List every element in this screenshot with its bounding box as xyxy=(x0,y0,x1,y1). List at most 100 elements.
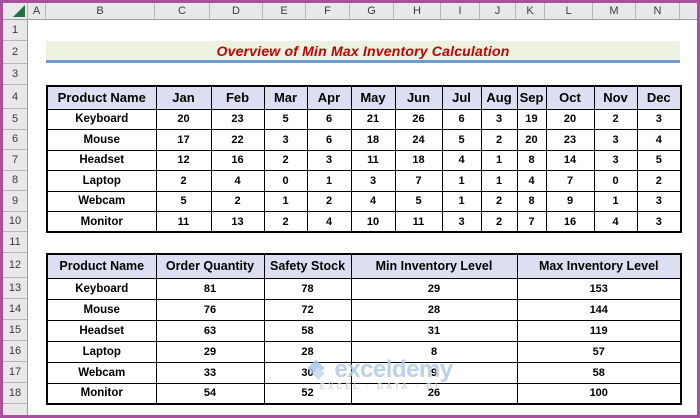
value-cell[interactable]: 18 xyxy=(350,129,396,151)
column-header-h[interactable]: H xyxy=(394,3,441,19)
product-name-cell[interactable]: Laptop xyxy=(46,340,157,363)
value-cell[interactable]: 2 xyxy=(263,149,308,171)
product-name-cell[interactable]: Webcam xyxy=(46,190,157,212)
value-cell[interactable]: 11 xyxy=(350,149,396,171)
value-cell[interactable]: 6 xyxy=(441,108,482,130)
value-cell[interactable]: 17 xyxy=(155,129,212,151)
value-cell[interactable]: 8 xyxy=(516,149,547,171)
value-cell[interactable]: 78 xyxy=(263,277,352,300)
header-cell[interactable]: Nov xyxy=(593,85,638,110)
header-cell[interactable]: Apr xyxy=(306,85,352,110)
column-header-l[interactable]: L xyxy=(545,3,593,19)
value-cell[interactable]: 29 xyxy=(350,277,518,300)
value-cell[interactable]: 3 xyxy=(263,129,308,151)
product-name-cell[interactable]: Monitor xyxy=(46,382,157,405)
value-cell[interactable]: 7 xyxy=(545,170,595,192)
column-header-e[interactable]: E xyxy=(263,3,306,19)
product-name-cell[interactable]: Headset xyxy=(46,149,157,171)
row-header-2[interactable]: 2 xyxy=(3,41,27,64)
row-header-1[interactable]: 1 xyxy=(3,20,27,41)
column-header-g[interactable]: G xyxy=(350,3,394,19)
value-cell[interactable]: 3 xyxy=(593,149,638,171)
value-cell[interactable]: 1 xyxy=(306,170,352,192)
row-header-10[interactable]: 10 xyxy=(3,212,27,232)
row-header-15[interactable]: 15 xyxy=(3,320,27,341)
value-cell[interactable]: 1 xyxy=(593,190,638,212)
value-cell[interactable]: 2 xyxy=(210,190,265,212)
value-cell[interactable]: 26 xyxy=(350,382,518,405)
value-cell[interactable]: 4 xyxy=(306,211,352,233)
value-cell[interactable]: 119 xyxy=(516,319,682,342)
value-cell[interactable]: 14 xyxy=(545,149,595,171)
value-cell[interactable]: 1 xyxy=(263,190,308,212)
row-header-4[interactable]: 4 xyxy=(3,85,27,109)
header-cell[interactable]: Jan xyxy=(155,85,212,110)
value-cell[interactable]: 0 xyxy=(593,170,638,192)
row-header-5[interactable]: 5 xyxy=(3,109,27,130)
row-header-6[interactable]: 6 xyxy=(3,130,27,150)
row-header-17[interactable]: 17 xyxy=(3,362,27,383)
header-cell[interactable]: Sep xyxy=(516,85,547,110)
value-cell[interactable]: 4 xyxy=(210,170,265,192)
row-header-3[interactable]: 3 xyxy=(3,64,27,85)
value-cell[interactable]: 2 xyxy=(480,190,518,212)
value-cell[interactable]: 58 xyxy=(263,319,352,342)
value-cell[interactable]: 3 xyxy=(636,211,682,233)
value-cell[interactable]: 10 xyxy=(350,211,396,233)
row-header-18[interactable]: 18 xyxy=(3,383,27,404)
header-cell[interactable]: Product Name xyxy=(46,253,157,279)
row-header-9[interactable]: 9 xyxy=(3,191,27,212)
value-cell[interactable]: 18 xyxy=(394,149,443,171)
column-header-i[interactable]: I xyxy=(441,3,480,19)
column-header-f[interactable]: F xyxy=(306,3,350,19)
header-cell[interactable]: Aug xyxy=(480,85,518,110)
header-cell[interactable]: Dec xyxy=(636,85,682,110)
value-cell[interactable]: 54 xyxy=(155,382,265,405)
value-cell[interactable]: 58 xyxy=(516,361,682,384)
value-cell[interactable]: 153 xyxy=(516,277,682,300)
value-cell[interactable]: 2 xyxy=(636,170,682,192)
value-cell[interactable]: 2 xyxy=(306,190,352,212)
product-name-cell[interactable]: Keyboard xyxy=(46,277,157,300)
row-header-11[interactable]: 11 xyxy=(3,232,27,253)
value-cell[interactable]: 22 xyxy=(210,129,265,151)
value-cell[interactable]: 0 xyxy=(263,170,308,192)
row-header-7[interactable]: 7 xyxy=(3,150,27,171)
value-cell[interactable]: 4 xyxy=(441,149,482,171)
value-cell[interactable]: 8 xyxy=(350,340,518,363)
value-cell[interactable]: 57 xyxy=(516,340,682,363)
value-cell[interactable]: 76 xyxy=(155,298,265,321)
column-header-a[interactable]: A xyxy=(28,3,46,19)
product-name-cell[interactable]: Webcam xyxy=(46,361,157,384)
header-cell[interactable]: Jun xyxy=(394,85,443,110)
value-cell[interactable]: 11 xyxy=(394,211,443,233)
value-cell[interactable]: 9 xyxy=(545,190,595,212)
value-cell[interactable]: 16 xyxy=(545,211,595,233)
product-name-cell[interactable]: Mouse xyxy=(46,298,157,321)
header-cell[interactable]: Jul xyxy=(441,85,482,110)
value-cell[interactable]: 4 xyxy=(516,170,547,192)
title-banner-cell[interactable]: Overview of Min Max Inventory Calculatio… xyxy=(46,41,680,63)
sheet-canvas[interactable]: Overview of Min Max Inventory Calculatio… xyxy=(28,20,697,415)
value-cell[interactable]: 144 xyxy=(516,298,682,321)
value-cell[interactable]: 30 xyxy=(263,361,352,384)
value-cell[interactable]: 29 xyxy=(155,340,265,363)
row-header-13[interactable]: 13 xyxy=(3,278,27,299)
value-cell[interactable]: 20 xyxy=(516,129,547,151)
column-header-b[interactable]: B xyxy=(46,3,155,19)
value-cell[interactable]: 7 xyxy=(394,170,443,192)
value-cell[interactable]: 100 xyxy=(516,382,682,405)
value-cell[interactable]: 3 xyxy=(636,108,682,130)
value-cell[interactable]: 6 xyxy=(306,108,352,130)
value-cell[interactable]: 21 xyxy=(350,108,396,130)
value-cell[interactable]: 5 xyxy=(394,190,443,212)
column-header-c[interactable]: C xyxy=(155,3,210,19)
value-cell[interactable]: 23 xyxy=(545,129,595,151)
select-all-button[interactable] xyxy=(3,3,28,19)
value-cell[interactable]: 1 xyxy=(480,149,518,171)
value-cell[interactable]: 3 xyxy=(306,149,352,171)
header-cell[interactable]: Oct xyxy=(545,85,595,110)
value-cell[interactable]: 5 xyxy=(155,190,212,212)
value-cell[interactable]: 26 xyxy=(394,108,443,130)
product-name-cell[interactable]: Laptop xyxy=(46,170,157,192)
